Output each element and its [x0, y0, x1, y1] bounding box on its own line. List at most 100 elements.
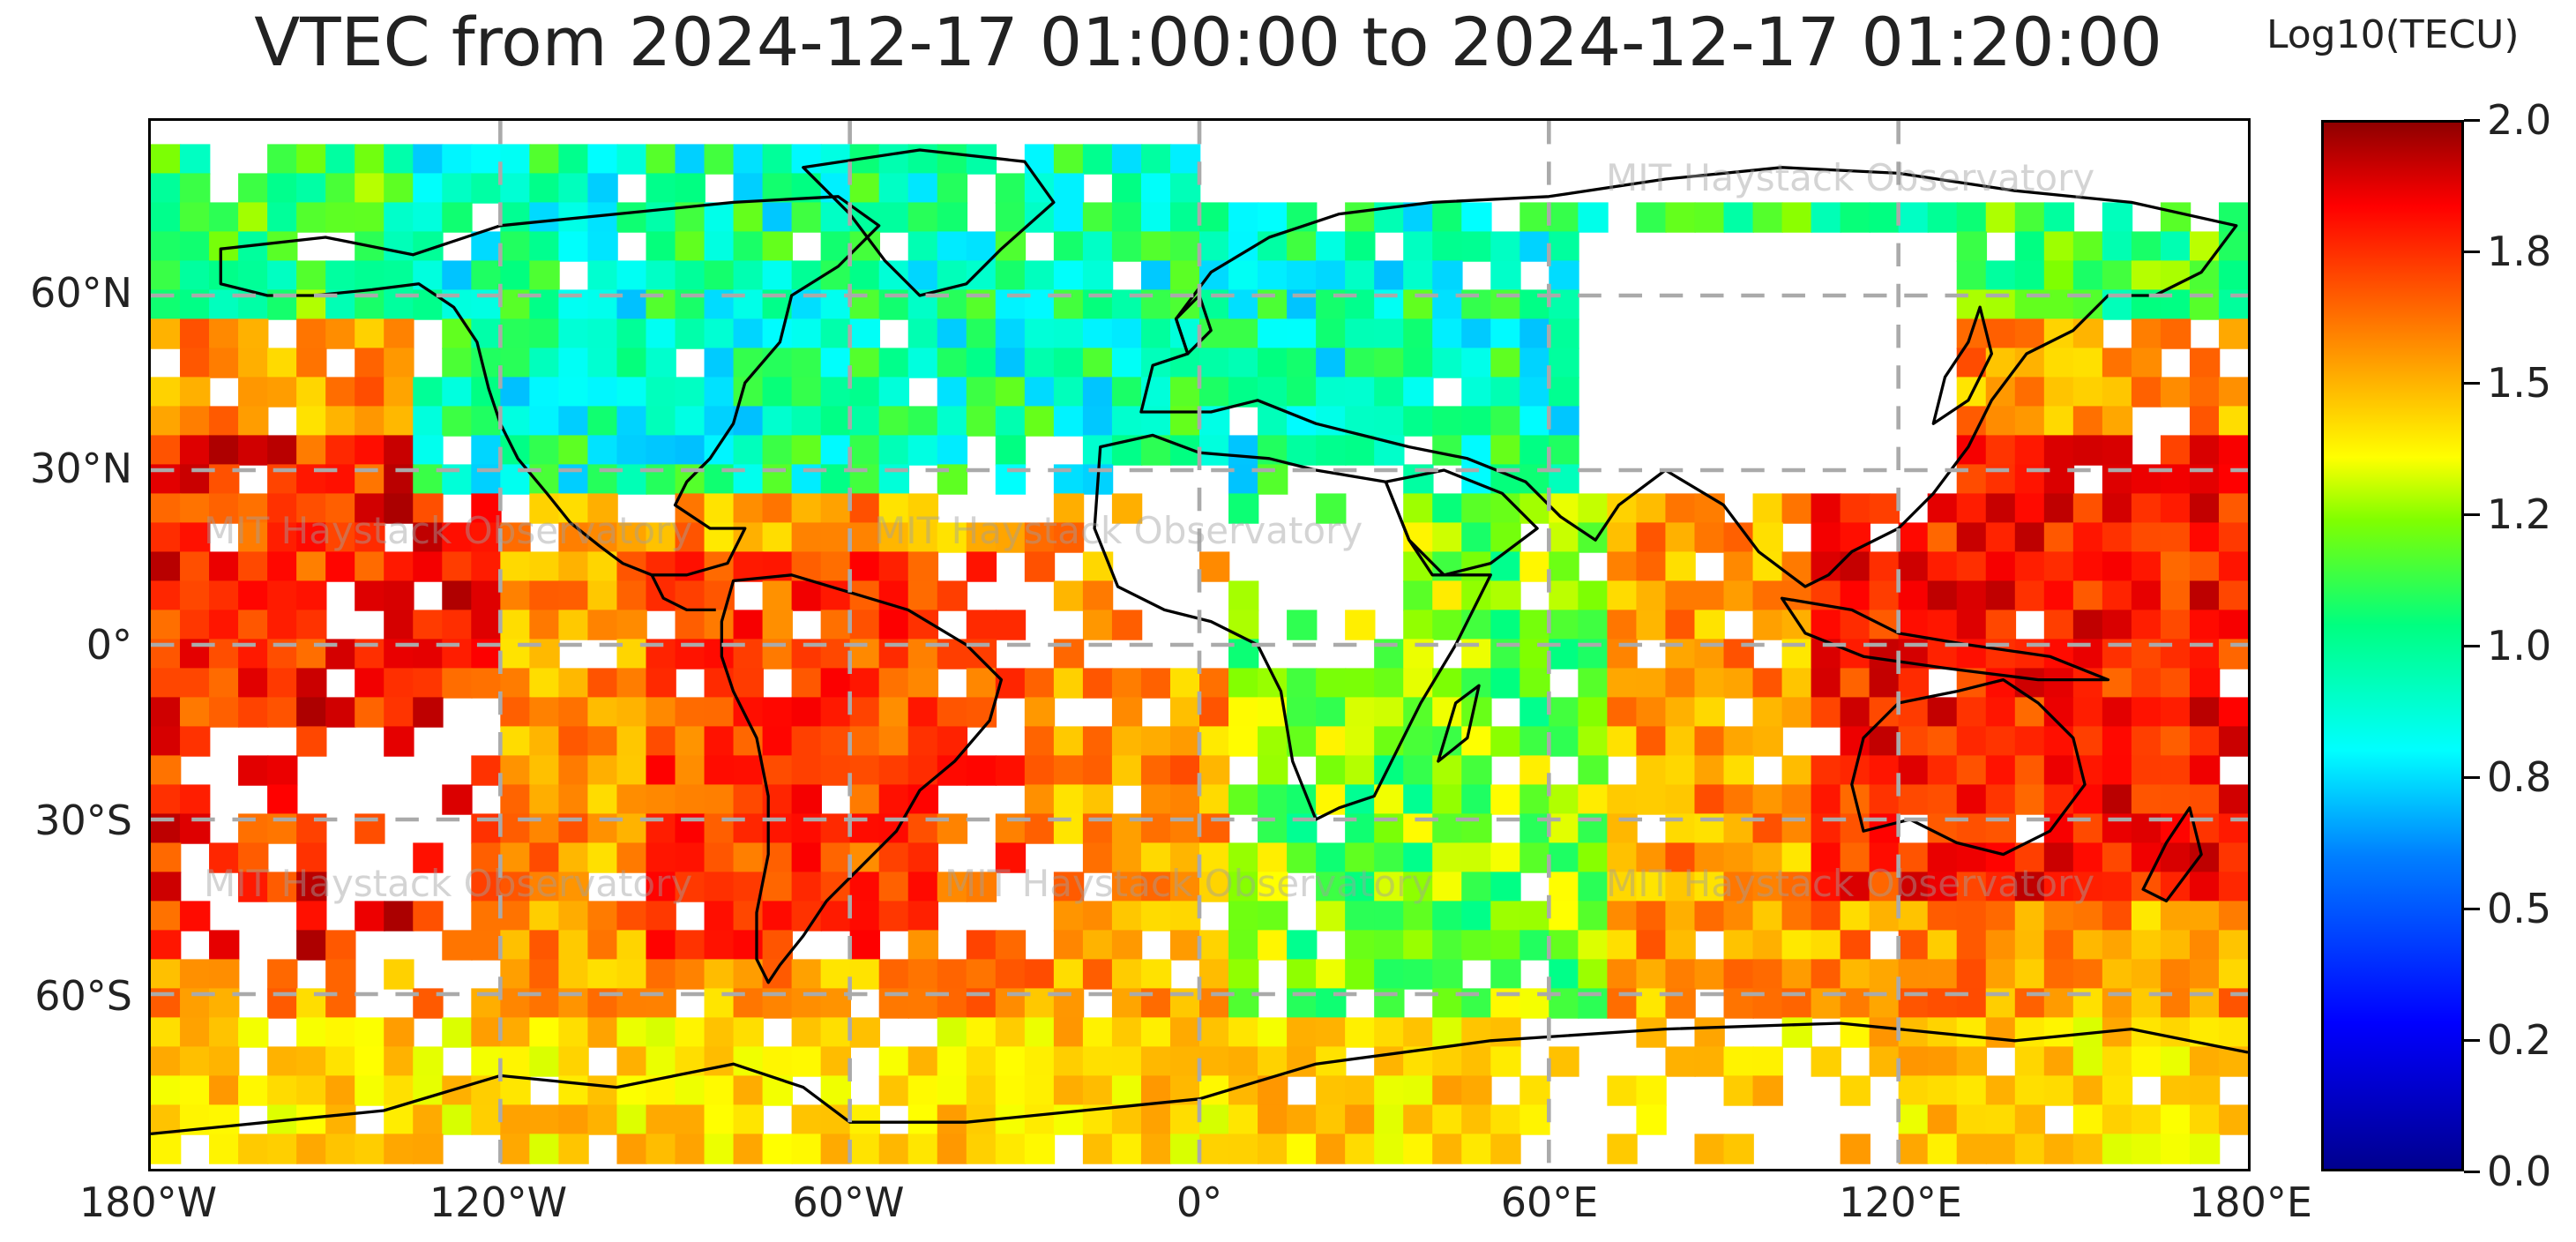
- tec-cell: [1956, 1104, 1988, 1135]
- tec-cell: [151, 1046, 182, 1077]
- tec-cell: [2014, 377, 2046, 408]
- tec-cell: [1461, 901, 1492, 932]
- tec-cell: [2072, 580, 2104, 611]
- tec-cell: [1607, 901, 1638, 932]
- tec-cell: [1985, 784, 2017, 815]
- tec-cell: [2072, 260, 2104, 291]
- tec-cell: [907, 1046, 939, 1077]
- tec-cell: [2160, 668, 2191, 699]
- tec-cell: [471, 901, 502, 932]
- coastline-indonesia: [1780, 596, 2110, 682]
- tec-cell: [791, 1134, 822, 1164]
- tec-cell: [325, 318, 356, 349]
- tec-cell: [1053, 1017, 1085, 1048]
- tec-cell: [1811, 901, 1841, 932]
- tec-cell: [267, 872, 298, 902]
- tec-cell: [355, 493, 385, 524]
- tec-cell: [1752, 493, 1783, 524]
- tec-cell: [529, 144, 560, 175]
- tec-cell: [1287, 260, 1318, 291]
- tec-cell: [267, 522, 298, 553]
- tec-cell: [1287, 435, 1318, 466]
- tec-cell: [2043, 551, 2075, 582]
- tec-cell: [2072, 872, 2104, 902]
- tec-cell: [2072, 231, 2104, 262]
- tec-cell: [2160, 610, 2191, 640]
- tec-cell: [733, 842, 764, 873]
- tec-cell: [907, 726, 939, 757]
- tec-cell: [1956, 580, 1988, 611]
- tec-cell: [1927, 610, 1959, 640]
- tec-cell: [413, 697, 444, 728]
- tec-cell: [1840, 522, 1870, 553]
- tec-cell: [1811, 1046, 1841, 1077]
- tec-cell: [209, 1046, 240, 1077]
- tec-cell: [1111, 231, 1143, 262]
- tec-cell: [238, 842, 269, 873]
- tec-cell: [1490, 348, 1521, 378]
- tec-cell: [1607, 1134, 1638, 1164]
- tec-cell: [2072, 697, 2104, 728]
- tec-cell: [471, 173, 502, 204]
- tec-cell: [1549, 348, 1579, 378]
- tec-cell: [1490, 435, 1521, 466]
- tec-cell: [2189, 842, 2221, 873]
- tec-cell: [646, 522, 676, 553]
- tec-cell: [151, 260, 182, 291]
- tec-cell: [2189, 348, 2221, 378]
- tec-cell: [704, 202, 735, 233]
- tec-cell: [1199, 348, 1230, 378]
- tec-cell: [762, 406, 793, 437]
- tec-cell: [1374, 260, 1405, 291]
- tec-cell: [1316, 435, 1347, 466]
- tec-cell: [791, 580, 822, 611]
- tec-cell: [2102, 784, 2133, 815]
- tec-cell: [1519, 435, 1550, 466]
- tec-cell: [1345, 377, 1376, 408]
- coastline-australia: [1850, 677, 2087, 857]
- tec-cell: [1956, 1134, 1988, 1164]
- tec-cell: [791, 1104, 822, 1135]
- tec-cell: [995, 348, 1027, 378]
- tec-cell: [2102, 551, 2133, 582]
- tec-cell: [413, 144, 444, 175]
- tec-cell: [1636, 493, 1667, 524]
- tec-cell: [1636, 872, 1667, 902]
- tec-cell: [1607, 872, 1638, 902]
- tec-cell: [1694, 1134, 1725, 1164]
- tec-cell: [1578, 202, 1609, 233]
- tec-cell: [907, 435, 939, 466]
- tec-cell: [2160, 1104, 2191, 1135]
- tec-cell: [2218, 1017, 2248, 1048]
- tec-cell: [151, 144, 182, 175]
- tec-cell: [1461, 435, 1492, 466]
- tec-cell: [1258, 930, 1288, 961]
- tec-cell: [296, 406, 327, 437]
- tec-cell: [2102, 348, 2133, 378]
- tec-cell: [1111, 668, 1143, 699]
- tec-cell: [471, 551, 502, 582]
- tec-cell: [1956, 493, 1988, 524]
- tec-cell: [325, 144, 356, 175]
- tec-cell: [413, 435, 444, 466]
- tec-cell: [791, 493, 822, 524]
- tec-cell: [558, 406, 589, 437]
- tec-cell: [1140, 260, 1172, 291]
- tec-cell: [762, 697, 793, 728]
- tec-cell: [1578, 784, 1609, 815]
- tec-cell: [587, 610, 618, 640]
- tec-cell: [1169, 144, 1201, 175]
- tec-cell: [2160, 930, 2191, 961]
- tec-cell: [209, 318, 240, 349]
- tec-cell: [1519, 610, 1550, 640]
- tec-cell: [1082, 726, 1114, 757]
- tec-cell: [1752, 930, 1783, 961]
- tec-cell: [1403, 930, 1434, 961]
- tec-cell: [1140, 668, 1172, 699]
- tec-cell: [2043, 872, 2075, 902]
- tec-cell: [2131, 610, 2162, 640]
- tec-cell: [2014, 784, 2046, 815]
- tec-cell: [1665, 202, 1696, 233]
- tec-cell: [2102, 726, 2133, 757]
- tec-cell: [1140, 202, 1172, 233]
